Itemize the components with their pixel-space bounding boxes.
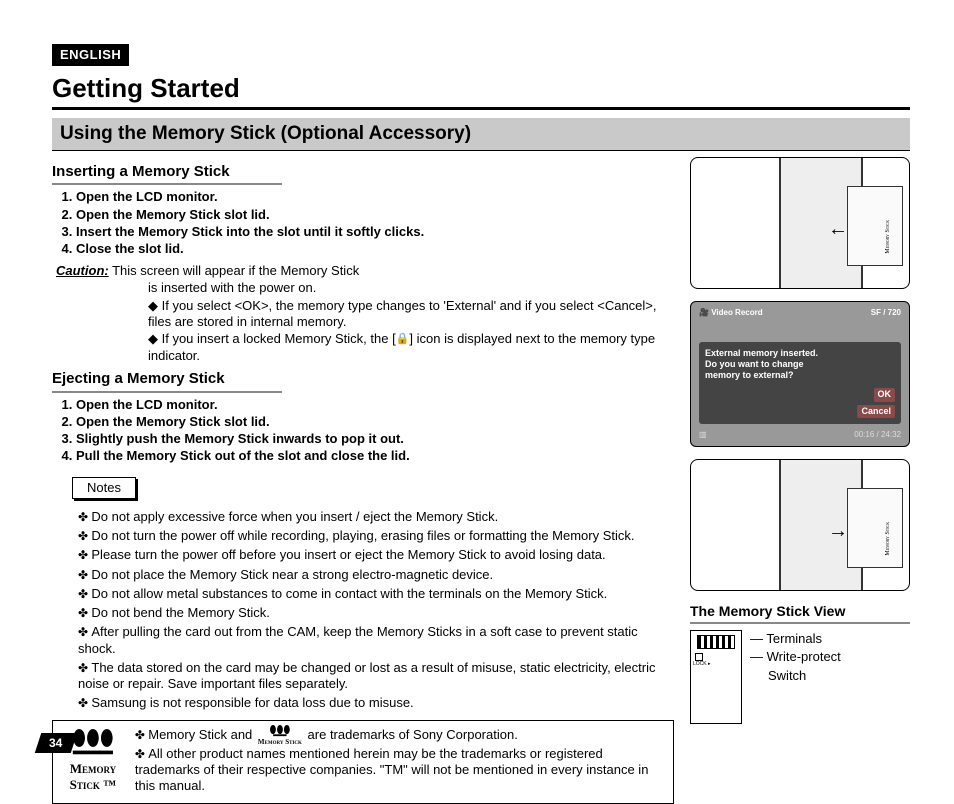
insert-steps: Open the LCD monitor. Open the Memory St… (52, 189, 674, 257)
note: After pulling the card out from the CAM,… (78, 624, 674, 657)
ms-view-diagram: LOCK ▸ Terminals Write-protect Switch (690, 630, 910, 724)
screen-illustration: 🎥 Video Record SF / 720 External memory … (690, 301, 910, 447)
caution-label: Caution: (56, 263, 109, 278)
ms-write-protect-switch (695, 653, 703, 661)
memory-stick-inline-logo: ⬮⬮⬮━━Memory Stick (258, 727, 302, 744)
screen-dialog: External memory inserted. Do you want to… (699, 342, 901, 424)
ms-lock-text: LOCK ▸ (693, 661, 711, 667)
caution-block: Caution: This screen will appear if the … (52, 263, 674, 364)
step: Insert the Memory Stick into the slot un… (76, 224, 674, 240)
ms-label-switch: Switch (750, 667, 841, 685)
ms-card-shape: LOCK ▸ (690, 630, 742, 724)
screen-mode: 🎥 Video Record (699, 308, 763, 318)
trademark-item: All other product names mentioned herein… (135, 746, 663, 795)
ejecting-heading: Ejecting a Memory Stick (52, 370, 282, 393)
eject-steps: Open the LCD monitor. Open the Memory St… (52, 397, 674, 465)
note: Do not bend the Memory Stick. (78, 605, 674, 621)
step: Open the LCD monitor. (76, 189, 674, 205)
note: Do not place the Memory Stick near a str… (78, 567, 674, 583)
trademark-list: Memory Stick and ⬮⬮⬮━━Memory Stick are t… (123, 727, 663, 797)
caution-bullet: If you insert a locked Memory Stick, the… (148, 331, 674, 364)
language-badge: ENGLISH (52, 44, 129, 66)
page-title: Getting Started (52, 72, 910, 110)
screen-time: 00:16 / 24:32 (854, 430, 901, 440)
card-shape: Memory Stick (847, 488, 903, 568)
ok-button: OK (874, 388, 896, 401)
section-heading: Using the Memory Stick (Optional Accesso… (52, 118, 910, 151)
note: Do not allow metal substances to come in… (78, 586, 674, 602)
ms-label-terminals: Terminals (750, 630, 841, 648)
note: Do not turn the power off while recordin… (78, 528, 674, 544)
insert-illustration: Memory Stick (690, 157, 910, 289)
card-shape: Memory Stick (847, 186, 903, 266)
battery-icon: ▥ (699, 430, 707, 440)
cancel-button: Cancel (857, 405, 895, 418)
ms-label-wp: Write-protect (750, 648, 841, 666)
note: Do not apply excessive force when you in… (78, 509, 674, 525)
ms-terminals (697, 635, 735, 649)
dialog-line: External memory inserted. (705, 348, 895, 359)
caution-bullets: If you select <OK>, the memory type chan… (56, 298, 674, 364)
inserting-heading: Inserting a Memory Stick (52, 163, 282, 186)
notes-label: Notes (72, 477, 136, 499)
dialog-line: Do you want to change (705, 359, 895, 370)
step: Pull the Memory Stick out of the slot an… (76, 448, 674, 464)
caution-bullet: If you select <OK>, the memory type chan… (148, 298, 674, 331)
card-label: Memory Stick (885, 220, 893, 254)
page-number: 34 (35, 733, 77, 753)
eject-illustration: Memory Stick (690, 459, 910, 591)
ms-view-heading: The Memory Stick View (690, 603, 910, 625)
lock-icon: 🔒 (396, 333, 410, 347)
trademark-item: Memory Stick and ⬮⬮⬮━━Memory Stick are t… (135, 727, 663, 744)
step: Slightly push the Memory Stick inwards t… (76, 431, 674, 447)
step: Close the slot lid. (76, 241, 674, 257)
dialog-line: memory to external? (705, 370, 895, 381)
tm-text-pre: Memory Stick and (148, 727, 256, 742)
ms-labels: Terminals Write-protect Switch (750, 630, 841, 685)
step: Open the Memory Stick slot lid. (76, 207, 674, 223)
tm-text-post: are trademarks of Sony Corporation. (304, 727, 518, 742)
notes-list: Do not apply excessive force when you in… (52, 509, 674, 712)
caution-text-cont: is inserted with the power on. (56, 280, 674, 296)
card-label: Memory Stick (885, 522, 893, 556)
screen-quality: SF / 720 (871, 308, 901, 318)
memory-stick-logo-text: Memory Stick ™ (63, 761, 123, 794)
step: Open the Memory Stick slot lid. (76, 414, 674, 430)
caution-bullet-pre: If you insert a locked Memory Stick, the… (162, 331, 396, 346)
trademark-box: ⬮⬮⬮━━━ Memory Stick ™ Memory Stick and ⬮… (52, 720, 674, 804)
note: Please turn the power off before you ins… (78, 547, 674, 563)
note: The data stored on the card may be chang… (78, 660, 674, 693)
note: Samsung is not responsible for data loss… (78, 695, 674, 711)
caution-text: This screen will appear if the Memory St… (112, 263, 359, 278)
step: Open the LCD monitor. (76, 397, 674, 413)
